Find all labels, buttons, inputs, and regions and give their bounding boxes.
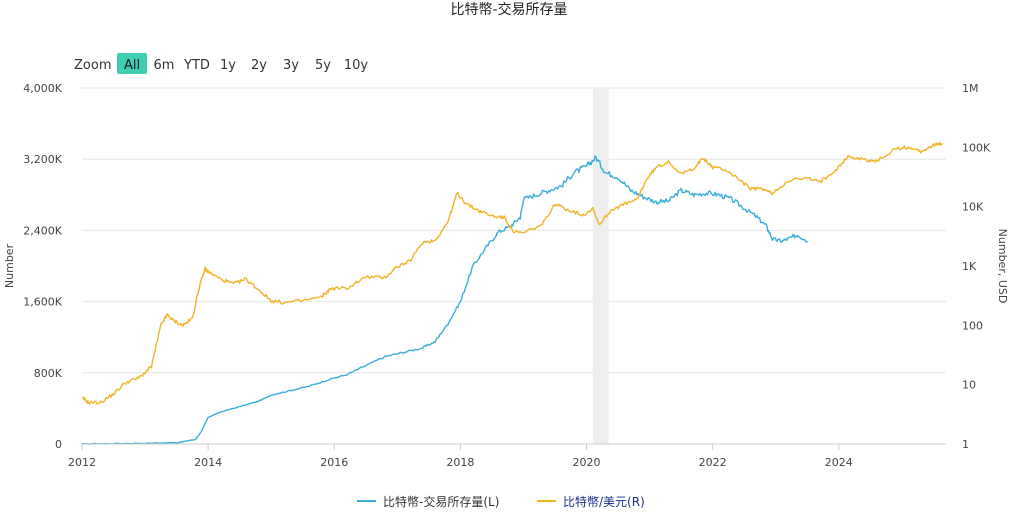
y-right-tick-label: 100K [962, 141, 991, 154]
legend-label-exchange-reserve: 比特幣-交易所存量(L) [383, 494, 499, 509]
x-tick-label: 2022 [699, 456, 727, 469]
y-left-tick-label: 0 [55, 438, 62, 451]
x-tick-label: 2020 [573, 456, 601, 469]
zoom-button-label: 1y [220, 58, 236, 73]
y-right-tick-label: 10K [962, 201, 984, 214]
zoom-button-1y[interactable]: 1y [217, 53, 239, 74]
series-line-btc-usd [81, 141, 944, 405]
x-tick-label: 2014 [194, 456, 222, 469]
axes: 0 800K 1,600K 2,400K 3,200K 4,000K 1 10 100 1K 10K… [23, 82, 991, 469]
y-left-tick-label: 800K [34, 367, 63, 380]
y-right-tick-label: 1M [962, 82, 979, 95]
y-right-tick-label: 100 [962, 319, 983, 332]
chart-title: 比特幣-交易所存量 [450, 1, 567, 18]
x-tick-label: 2012 [68, 456, 96, 469]
x-tick-label: 2024 [825, 456, 853, 469]
zoom-button-label: 2y [251, 58, 267, 73]
legend-item-exchange-reserve[interactable]: 比特幣-交易所存量(L) [357, 494, 499, 509]
zoom-button-10y[interactable]: 10y [342, 53, 370, 74]
zoom-controls: Zoom All 6m YTD 1y 2y 3y 5y 10y [74, 53, 370, 74]
y-left-tick-label: 3,200K [23, 153, 62, 166]
legend-label-btc-usd: 比特幣/美元(R) [563, 494, 645, 509]
y-left-axis-title: Number [3, 243, 16, 288]
zoom-buttons: All 6m YTD 1y 2y 3y 5y 10y [117, 53, 370, 74]
zoom-button-ytd[interactable]: YTD [181, 53, 213, 74]
y-left-tick-label: 1,600K [23, 296, 62, 309]
zoom-button-label: 3y [283, 58, 299, 73]
zoom-button-label: All [124, 58, 140, 73]
zoom-button-all[interactable]: All [117, 53, 147, 74]
zoom-button-6m[interactable]: 6m [151, 53, 177, 74]
y-right-tick-label: 10 [962, 379, 976, 392]
legend-item-btc-usd[interactable]: 比特幣/美元(R) [537, 494, 645, 509]
zoom-button-label: 10y [344, 58, 369, 73]
y-right-tick-label: 1K [962, 260, 977, 273]
legend: 比特幣-交易所存量(L) 比特幣/美元(R) [357, 494, 645, 509]
zoom-button-label: 5y [315, 58, 331, 73]
zoom-button-label: 6m [154, 58, 175, 73]
y-left-tick-label: 2,400K [23, 224, 62, 237]
zoom-button-2y[interactable]: 2y [248, 53, 270, 74]
highlight-band [592, 88, 609, 444]
x-tick-label: 2018 [446, 456, 474, 469]
y-left-tick-label: 4,000K [23, 82, 62, 95]
y-right-axis-title: Number, USD [996, 229, 1009, 304]
zoom-button-3y[interactable]: 3y [280, 53, 302, 74]
highlight-band-rect [592, 88, 609, 444]
zoom-label: Zoom [74, 58, 111, 73]
series-line-exchange-reserve [82, 155, 808, 445]
grid-lines [82, 87, 946, 374]
series-lines [81, 141, 944, 445]
zoom-button-label: YTD [183, 58, 210, 73]
y-right-tick-label: 1 [962, 438, 969, 451]
zoom-button-5y[interactable]: 5y [312, 53, 334, 74]
zoom-button-bg [117, 53, 147, 74]
x-tick-label: 2016 [320, 456, 348, 469]
